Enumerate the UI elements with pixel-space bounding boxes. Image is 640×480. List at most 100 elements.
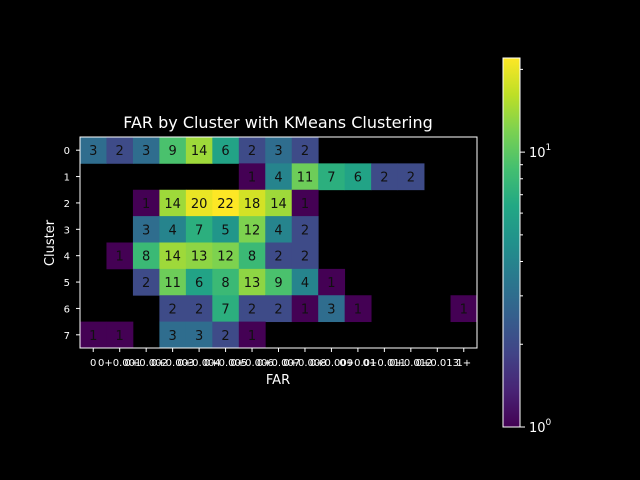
heatmap-cell — [185, 216, 213, 243]
heatmap-cell — [159, 321, 187, 349]
heatmap-cell — [265, 163, 293, 191]
heatmap-cell — [291, 137, 319, 164]
heatmap-cell — [185, 321, 213, 349]
cell-value-label: 2 — [221, 329, 229, 344]
y-tick-label: 0 — [64, 146, 70, 157]
heatmap-cell — [291, 216, 319, 243]
x-tick-label: 0+0.005 — [204, 358, 247, 369]
x-tick-label: 1+ — [456, 358, 471, 369]
x-tick-label: 0 — [90, 358, 96, 369]
cell-value-label: 14 — [164, 250, 181, 265]
cell-value-label: 6 — [195, 276, 203, 291]
heatmap-cell — [132, 216, 160, 243]
heatmap-cell — [159, 189, 187, 217]
x-tick-label: 0+0.01 — [339, 358, 376, 369]
cell-value-label: 18 — [244, 197, 261, 212]
heatmap-cell — [212, 242, 240, 270]
cell-value-label: 22 — [217, 197, 234, 212]
cell-value-label: 3 — [89, 144, 97, 159]
cell-value-label: 2 — [248, 144, 256, 159]
heatmap-cell — [318, 163, 346, 191]
cell-value-label: 3 — [142, 144, 150, 159]
cell-value-label: 4 — [274, 171, 282, 186]
cell-value-label: 4 — [301, 276, 309, 291]
heatmap-cell — [291, 189, 319, 217]
heatmap-cell — [106, 242, 134, 270]
heatmap-cell — [238, 268, 266, 296]
x-tick-label: 0+0.004 — [177, 358, 220, 369]
cell-value-label: 20 — [191, 197, 208, 212]
heatmap-cell — [238, 321, 266, 349]
heatmap-cell — [185, 189, 213, 217]
heatmap-cell — [185, 295, 213, 323]
y-tick-label: 6 — [64, 304, 70, 315]
cell-value-label: 1 — [248, 329, 256, 344]
cell-value-label: 2 — [248, 302, 256, 317]
cell-value-label: 1 — [301, 302, 309, 317]
cell-value-label: 2 — [195, 302, 203, 317]
heatmap-cell — [185, 137, 213, 164]
chart-title: FAR by Cluster with KMeans Clustering — [123, 113, 433, 132]
heatmap-cell — [318, 295, 346, 323]
y-tick-label: 2 — [64, 199, 70, 210]
x-tick-label: 0+0.009 — [310, 358, 353, 369]
cell-value-label: 3 — [327, 302, 335, 317]
heatmap-cell — [291, 242, 319, 270]
cell-value-label: 8 — [221, 276, 229, 291]
cell-value-label: 2 — [407, 171, 415, 186]
x-tick-label: 0+0.001 — [98, 358, 141, 369]
cell-value-label: 4 — [274, 223, 282, 238]
heatmap-cell — [185, 242, 213, 270]
cell-value-label: 6 — [221, 144, 229, 159]
cell-value-label: 6 — [354, 171, 362, 186]
heatmap-cell — [212, 268, 240, 296]
x-axis-label: FAR — [266, 373, 290, 388]
cell-value-label: 1 — [460, 302, 468, 317]
colorbar-tick-label: 100 — [529, 418, 552, 436]
heatmap-cell — [238, 216, 266, 243]
heatmap-cell — [159, 295, 187, 323]
cell-value-label: 3 — [274, 144, 282, 159]
heatmap-cell — [238, 137, 266, 164]
cell-value-label: 1 — [89, 329, 97, 344]
heatmap-cell — [265, 137, 293, 164]
heatmap-cell — [450, 295, 478, 323]
heatmap-cell — [238, 163, 266, 191]
cell-value-label: 8 — [142, 250, 150, 265]
heatmap-cell — [212, 321, 240, 349]
cell-value-label: 2 — [142, 276, 150, 291]
cell-value-label: 12 — [217, 250, 234, 265]
y-tick-label: 5 — [64, 278, 70, 289]
cell-value-label: 8 — [248, 250, 256, 265]
heatmap-cell — [80, 321, 107, 349]
y-axis-label: Cluster — [43, 219, 58, 266]
cell-value-label: 11 — [297, 171, 314, 186]
x-tick-label: 0+0.008 — [283, 358, 326, 369]
heatmap-cells — [80, 137, 478, 349]
cell-value-label: 3 — [195, 329, 203, 344]
heatmap-cell — [238, 189, 266, 217]
heatmap-cell — [159, 137, 187, 164]
heatmap-cell — [265, 216, 293, 243]
heatmap-cell — [238, 242, 266, 270]
x-tick-label: 0+0.011 — [363, 358, 406, 369]
heatmap-cell — [371, 163, 398, 191]
cell-value-label: 12 — [244, 223, 261, 238]
heatmap-cell — [291, 295, 319, 323]
heatmap-cell — [265, 242, 293, 270]
heatmap-cell — [159, 242, 187, 270]
cell-value-label: 9 — [168, 144, 176, 159]
cell-value-label: 1 — [116, 329, 124, 344]
heatmap-cell-labels: 3 2 3 9 14 6 2 3 21 4 11 7 6 2 21 14 20 22 18 14 13 4 7 5 12 4 21 8… — [89, 144, 468, 344]
heatmap-cell — [132, 242, 160, 270]
colorbar-tick-label: 101 — [529, 143, 551, 161]
cell-value-label: 3 — [168, 329, 176, 344]
heatmap-cell — [344, 163, 372, 191]
cell-value-label: 2 — [274, 250, 282, 265]
cell-value-label: 14 — [164, 197, 181, 212]
cell-value-label: 13 — [244, 276, 261, 291]
cell-value-label: 3 — [142, 223, 150, 238]
heatmap-cell — [159, 268, 187, 296]
cell-value-label: 2 — [116, 144, 124, 159]
colorbar-gradient — [502, 57, 521, 428]
